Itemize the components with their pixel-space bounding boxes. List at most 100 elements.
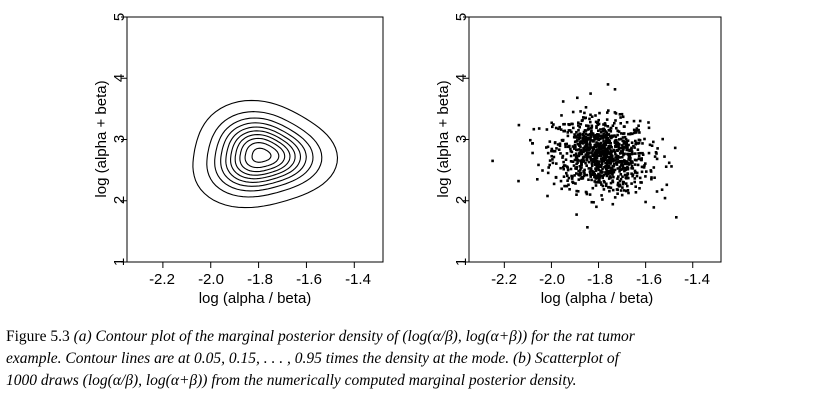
scatter-point bbox=[623, 159, 626, 163]
scatter-point bbox=[588, 193, 592, 196]
scatter-point bbox=[562, 165, 565, 169]
scatter-point bbox=[537, 163, 540, 167]
scatter-point bbox=[601, 149, 604, 153]
scatter-point bbox=[611, 188, 615, 192]
scatter-point bbox=[637, 141, 641, 145]
scatter-point bbox=[627, 163, 631, 166]
scatter-point bbox=[608, 161, 612, 164]
scatter-point bbox=[617, 148, 621, 151]
scatter-point bbox=[608, 175, 612, 178]
scatter-point bbox=[606, 149, 609, 153]
panel-b-y-axis-label: log (alpha + beta) bbox=[435, 80, 452, 197]
scatter-point bbox=[579, 174, 582, 177]
scatter-point bbox=[575, 157, 579, 160]
scatter-point bbox=[616, 177, 619, 180]
scatter-point bbox=[569, 147, 572, 151]
caption-figure-number: Figure 5.3 bbox=[6, 328, 70, 345]
scatter-point bbox=[584, 161, 587, 165]
scatter-point bbox=[620, 164, 623, 167]
scatter-point bbox=[630, 160, 634, 163]
scatter-point bbox=[609, 130, 613, 133]
scatter-point bbox=[575, 162, 578, 166]
scatter-point bbox=[576, 143, 580, 146]
scatter-point bbox=[580, 152, 584, 156]
scatter-point bbox=[606, 166, 609, 170]
scatter-point bbox=[624, 176, 628, 179]
scatter-point bbox=[600, 194, 603, 197]
scatter-point bbox=[604, 143, 608, 147]
scatter-point bbox=[589, 173, 592, 176]
scatter-point bbox=[562, 123, 565, 126]
scatter-point bbox=[599, 134, 602, 137]
scatter-point bbox=[625, 143, 628, 146]
scatter-point bbox=[601, 167, 604, 171]
scatter-point bbox=[554, 175, 558, 179]
scatter-point bbox=[614, 143, 618, 146]
panel-a-contour-plot: -2.2 -2.0 -1.8 -1.6 -1.4 log (alpha / be… bbox=[93, 13, 384, 307]
panel-b-xtick-label: -1.6 bbox=[636, 271, 662, 288]
scatter-point bbox=[606, 83, 610, 86]
scatter-point bbox=[546, 145, 550, 149]
scatter-point bbox=[621, 162, 624, 165]
scatter-point bbox=[606, 165, 609, 168]
scatter-point bbox=[594, 114, 597, 117]
scatter-point bbox=[594, 184, 598, 187]
scatter-point bbox=[643, 137, 646, 141]
scatter-point bbox=[597, 172, 600, 176]
scatter-point bbox=[606, 111, 609, 114]
scatter-point bbox=[621, 175, 624, 178]
scatter-point bbox=[581, 160, 585, 163]
scatter-point bbox=[603, 123, 607, 126]
scatter-point bbox=[627, 153, 630, 157]
scatter-point bbox=[607, 133, 611, 136]
scatter-point bbox=[599, 131, 603, 134]
scatter-point bbox=[602, 188, 606, 191]
scatter-point bbox=[619, 173, 623, 176]
scatter-point bbox=[566, 179, 569, 182]
scatter-point bbox=[664, 165, 668, 168]
scatter-point bbox=[675, 216, 678, 219]
scatter-point bbox=[592, 201, 595, 204]
scatter-point bbox=[637, 128, 640, 132]
scatter-point bbox=[596, 181, 600, 184]
scatter-point bbox=[609, 181, 613, 185]
scatter-point bbox=[596, 133, 599, 136]
scatter-point bbox=[670, 165, 673, 168]
scatter-point bbox=[571, 160, 575, 163]
scatter-point bbox=[596, 123, 600, 127]
scatter-point bbox=[629, 158, 632, 162]
scatter-point bbox=[577, 124, 580, 127]
scatter-point bbox=[604, 165, 607, 168]
scatter-point bbox=[632, 119, 636, 123]
scatter-point bbox=[572, 147, 576, 150]
scatter-point bbox=[564, 158, 568, 161]
scatter-point bbox=[556, 143, 560, 146]
scatter-point bbox=[641, 151, 644, 155]
scatter-point bbox=[595, 165, 598, 169]
contour-line-0.65 bbox=[234, 134, 291, 176]
scatter-point bbox=[600, 141, 603, 145]
scatter-point bbox=[587, 149, 590, 152]
scatter-point bbox=[614, 153, 617, 156]
scatter-point bbox=[576, 96, 579, 100]
scatter-point bbox=[573, 158, 577, 162]
scatter-point bbox=[582, 170, 585, 173]
scatter-point bbox=[618, 138, 621, 141]
scatter-point bbox=[607, 151, 611, 154]
scatter-point bbox=[595, 159, 599, 162]
scatter-point bbox=[631, 173, 635, 176]
scatter-point bbox=[593, 136, 596, 140]
scatter-point bbox=[594, 181, 598, 184]
scatter-point bbox=[632, 128, 636, 132]
scatter-point bbox=[564, 142, 567, 146]
scatter-point bbox=[621, 136, 625, 139]
scatter-point bbox=[553, 141, 557, 144]
scatter-point bbox=[597, 168, 601, 172]
scatter-point bbox=[562, 160, 565, 164]
scatter-point bbox=[599, 181, 602, 184]
scatter-point bbox=[561, 100, 565, 103]
scatter-point bbox=[582, 134, 586, 138]
scatter-point bbox=[578, 125, 581, 129]
scatter-point bbox=[578, 132, 581, 135]
scatter-point bbox=[569, 160, 573, 163]
